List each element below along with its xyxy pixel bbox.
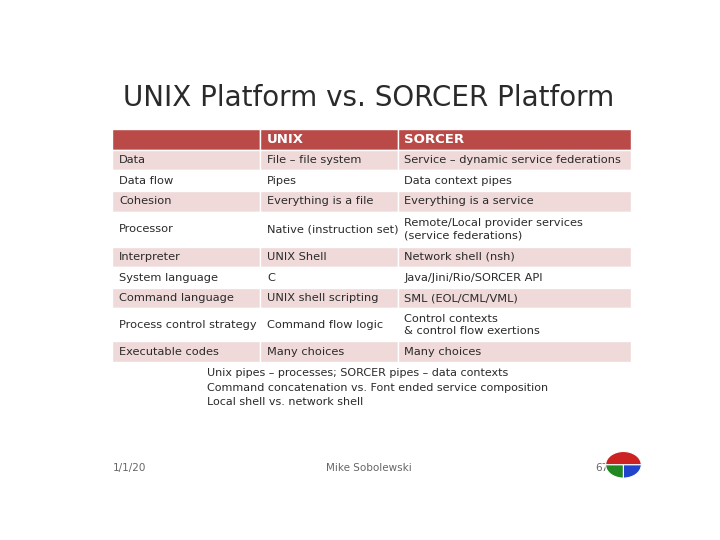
Bar <box>260 341 397 362</box>
Text: Cohesion: Cohesion <box>119 196 171 206</box>
Text: System language: System language <box>119 273 218 282</box>
Text: UNIX Platform vs. SORCER Platform: UNIX Platform vs. SORCER Platform <box>123 84 615 112</box>
Text: Service – dynamic service federations: Service – dynamic service federations <box>405 155 621 165</box>
Bar <box>397 191 631 212</box>
Text: Java/Jini/Rio/SORCER API: Java/Jini/Rio/SORCER API <box>405 273 543 282</box>
Bar <box>112 341 260 362</box>
Bar <box>397 308 631 341</box>
Text: 67: 67 <box>595 463 608 473</box>
Bar <box>397 212 631 247</box>
Bar <box>260 308 397 341</box>
Bar <box>397 288 631 308</box>
Text: Pipes: Pipes <box>267 176 297 186</box>
Text: Control contexts
& control flow exertions: Control contexts & control flow exertion… <box>405 314 540 336</box>
Bar <box>260 288 397 308</box>
Wedge shape <box>606 465 624 478</box>
Text: Executable codes: Executable codes <box>119 347 219 357</box>
Bar <box>112 191 260 212</box>
Bar <box>112 267 260 288</box>
Text: UNIX: UNIX <box>267 133 304 146</box>
Bar <box>397 267 631 288</box>
Bar <box>260 150 397 170</box>
Bar <box>397 150 631 170</box>
Bar <box>260 212 397 247</box>
Wedge shape <box>624 465 642 478</box>
Bar <box>397 170 631 191</box>
Text: UNIX Shell: UNIX Shell <box>267 252 327 262</box>
Text: 1/1/20: 1/1/20 <box>112 463 145 473</box>
Bar <box>260 170 397 191</box>
Bar <box>260 267 397 288</box>
Text: Command flow logic: Command flow logic <box>267 320 383 330</box>
Text: File – file system: File – file system <box>267 155 361 165</box>
Bar <box>112 308 260 341</box>
Text: Interpreter: Interpreter <box>119 252 181 262</box>
Wedge shape <box>606 451 642 465</box>
Bar <box>112 247 260 267</box>
Text: Command language: Command language <box>119 293 234 303</box>
Bar <box>397 341 631 362</box>
Text: Everything is a file: Everything is a file <box>267 196 373 206</box>
Bar <box>397 129 631 150</box>
Text: Data context pipes: Data context pipes <box>405 176 513 186</box>
Bar <box>112 150 260 170</box>
Text: Unix pipes – processes; SORCER pipes – data contexts
Command concatenation vs. F: Unix pipes – processes; SORCER pipes – d… <box>207 368 549 407</box>
Text: Mike Sobolewski: Mike Sobolewski <box>326 463 412 473</box>
Bar <box>112 129 260 150</box>
Text: Everything is a service: Everything is a service <box>405 196 534 206</box>
Text: C: C <box>267 273 275 282</box>
Text: Native (instruction set): Native (instruction set) <box>267 224 398 234</box>
Text: UNIX shell scripting: UNIX shell scripting <box>267 293 379 303</box>
Bar <box>260 191 397 212</box>
Text: Process control strategy: Process control strategy <box>119 320 256 330</box>
Text: Remote/Local provider services
(service federations): Remote/Local provider services (service … <box>405 218 583 240</box>
Bar <box>112 170 260 191</box>
Bar <box>397 247 631 267</box>
Bar <box>112 212 260 247</box>
Text: Network shell (nsh): Network shell (nsh) <box>405 252 516 262</box>
Text: Processor: Processor <box>119 224 174 234</box>
Text: Many choices: Many choices <box>405 347 482 357</box>
Bar <box>260 129 397 150</box>
Text: Data: Data <box>119 155 146 165</box>
Bar <box>112 288 260 308</box>
Text: SML (EOL/CML/VML): SML (EOL/CML/VML) <box>405 293 518 303</box>
Text: Many choices: Many choices <box>267 347 344 357</box>
Text: Data flow: Data flow <box>119 176 174 186</box>
Text: SORCER: SORCER <box>405 133 464 146</box>
Bar <box>260 247 397 267</box>
